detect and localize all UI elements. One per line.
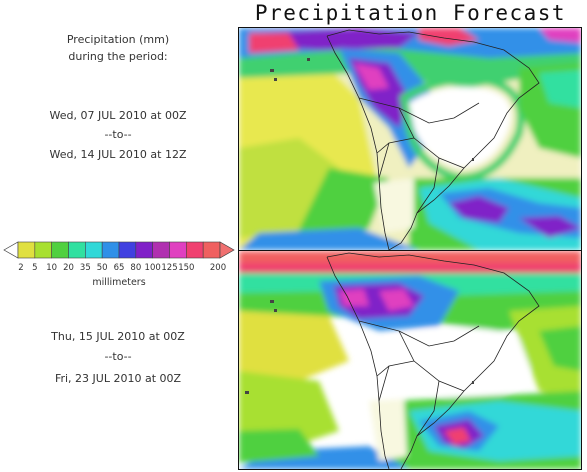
legend-tick-label: 150 bbox=[178, 263, 194, 273]
page-title: Precipitation Forecast bbox=[254, 1, 567, 25]
legend-tick-label: 80 bbox=[130, 263, 141, 273]
period2-end: Fri, 23 JUL 2010 at 00Z bbox=[54, 372, 182, 385]
legend-swatch bbox=[101, 241, 120, 259]
legend-tick-label: 2 bbox=[18, 263, 23, 273]
period2-start: Thu, 15 JUL 2010 at 00Z bbox=[51, 330, 185, 343]
period2-separator: --to-- bbox=[104, 350, 132, 363]
legend-tick-label: 10 bbox=[46, 263, 57, 273]
map-period1 bbox=[238, 27, 582, 251]
legend-tick-label: 5 bbox=[32, 263, 37, 273]
legend-tick-label: 65 bbox=[114, 263, 125, 273]
legend-tick-label: 125 bbox=[161, 263, 177, 273]
precip-field-period2 bbox=[239, 251, 581, 469]
legend-swatch bbox=[169, 241, 187, 259]
map-stack bbox=[238, 27, 582, 470]
legend-swatch bbox=[152, 241, 170, 259]
legend-swatch bbox=[34, 241, 52, 259]
legend-swatch bbox=[186, 241, 204, 259]
color-legend-svg: 2 5 10 20 35 50 65 80 100 125 150 200 millimeters bbox=[3, 241, 235, 288]
legend-swatch bbox=[17, 241, 36, 259]
color-legend: 2 5 10 20 35 50 65 80 100 125 150 200 millimeters bbox=[2, 240, 236, 290]
header-line-2: during the period: bbox=[68, 50, 168, 63]
header-line-1: Precipitation (mm) bbox=[66, 33, 170, 46]
precip-map-period1 bbox=[239, 28, 581, 250]
period1-separator: --to-- bbox=[104, 128, 132, 141]
legend-tick-label: 200 bbox=[210, 263, 226, 273]
legend-unit-label: millimeters bbox=[92, 277, 145, 288]
legend-swatch bbox=[202, 241, 221, 259]
islands-period2 bbox=[245, 300, 474, 394]
legend-swatch bbox=[118, 241, 137, 259]
legend-tick-label: 35 bbox=[80, 263, 91, 273]
islands-period1 bbox=[270, 58, 474, 161]
legend-tick-label: 100 bbox=[145, 263, 161, 273]
coastline-period1 bbox=[326, 29, 540, 250]
legend-tick-label: 50 bbox=[97, 263, 108, 273]
precip-field-period1 bbox=[239, 28, 581, 250]
legend-high-arrow bbox=[219, 241, 235, 259]
legend-swatch bbox=[135, 241, 153, 259]
legend-low-arrow bbox=[3, 241, 19, 259]
coastline-period2 bbox=[326, 252, 540, 469]
legend-tick-label: 20 bbox=[63, 263, 74, 273]
period1-end: Wed, 14 JUL 2010 at 12Z bbox=[49, 148, 187, 161]
map-period2 bbox=[238, 250, 582, 470]
legend-swatch bbox=[68, 241, 86, 259]
precip-map-period2 bbox=[239, 251, 581, 469]
period1-start: Wed, 07 JUL 2010 at 00Z bbox=[49, 109, 187, 122]
legend-swatch bbox=[51, 241, 69, 259]
legend-swatch bbox=[85, 241, 103, 259]
